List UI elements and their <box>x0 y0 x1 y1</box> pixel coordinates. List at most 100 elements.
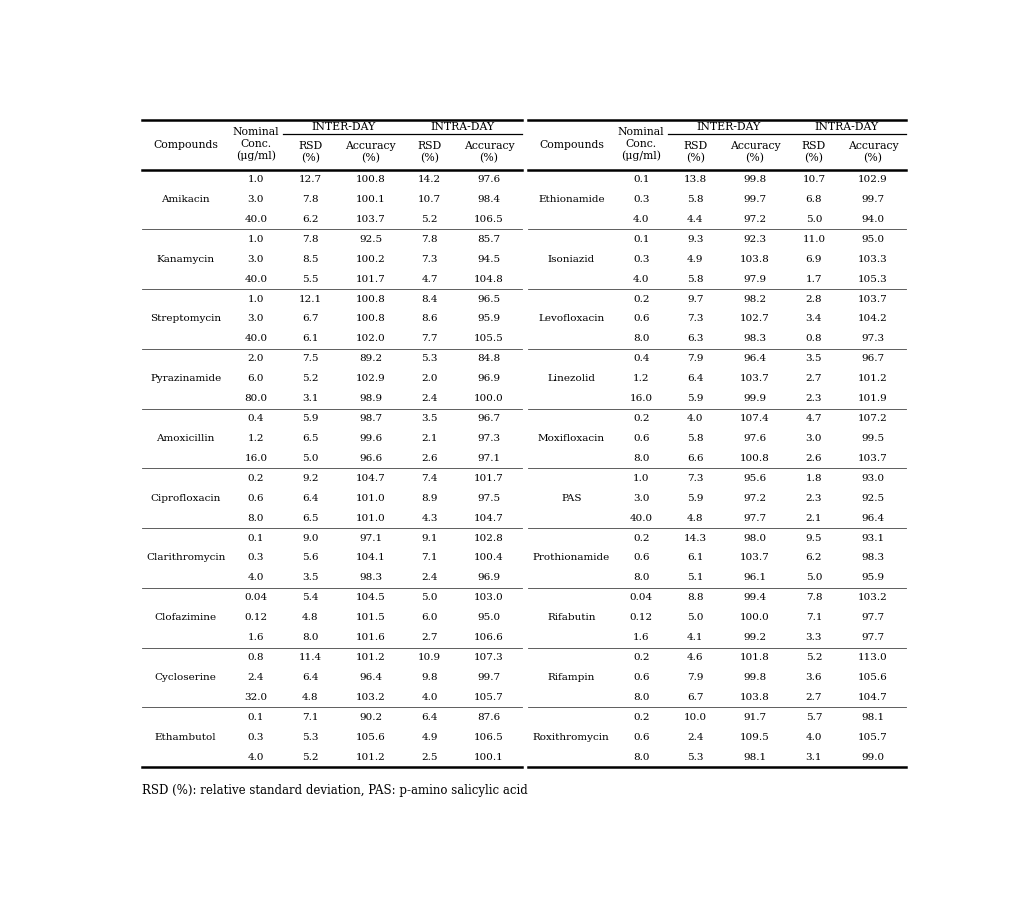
Text: 8.0: 8.0 <box>633 753 650 762</box>
Text: 4.0: 4.0 <box>633 275 650 284</box>
Text: 7.3: 7.3 <box>421 255 438 264</box>
Text: 32.0: 32.0 <box>245 693 267 702</box>
Text: 104.5: 104.5 <box>356 593 386 602</box>
Text: 10.0: 10.0 <box>684 713 706 722</box>
Text: 90.2: 90.2 <box>359 713 382 722</box>
Text: 6.7: 6.7 <box>687 693 703 702</box>
Text: 6.4: 6.4 <box>302 494 319 503</box>
Text: 4.0: 4.0 <box>687 414 703 423</box>
Text: 16.0: 16.0 <box>245 454 267 463</box>
Text: 102.9: 102.9 <box>356 374 386 383</box>
Text: 95.0: 95.0 <box>477 613 501 622</box>
Text: PAS: PAS <box>561 494 582 503</box>
Text: 6.0: 6.0 <box>248 374 264 383</box>
Text: Amikacin: Amikacin <box>161 195 210 204</box>
Text: 94.0: 94.0 <box>861 215 884 224</box>
Text: 0.3: 0.3 <box>248 554 264 563</box>
Text: 98.3: 98.3 <box>861 554 884 563</box>
Text: 6.6: 6.6 <box>687 454 703 463</box>
Text: 2.1: 2.1 <box>421 434 438 443</box>
Text: 6.1: 6.1 <box>302 334 319 343</box>
Text: 3.0: 3.0 <box>248 314 264 323</box>
Text: 85.7: 85.7 <box>477 235 501 244</box>
Text: 2.3: 2.3 <box>806 494 822 503</box>
Text: 97.7: 97.7 <box>861 613 884 622</box>
Text: 6.5: 6.5 <box>302 434 319 443</box>
Text: 97.2: 97.2 <box>743 494 767 503</box>
Text: 0.12: 0.12 <box>630 613 653 622</box>
Text: 8.9: 8.9 <box>421 494 438 503</box>
Text: 104.8: 104.8 <box>474 275 504 284</box>
Text: 93.0: 93.0 <box>861 474 884 483</box>
Text: 103.7: 103.7 <box>740 554 770 563</box>
Text: 6.8: 6.8 <box>806 195 822 204</box>
Text: 7.4: 7.4 <box>421 474 438 483</box>
Text: 101.2: 101.2 <box>356 653 386 662</box>
Text: 9.2: 9.2 <box>302 474 319 483</box>
Text: Nominal
Conc.
(μg/ml): Nominal Conc. (μg/ml) <box>232 127 280 161</box>
Text: 97.1: 97.1 <box>477 454 501 463</box>
Text: 5.0: 5.0 <box>421 593 438 602</box>
Text: 11.0: 11.0 <box>803 235 825 244</box>
Text: 99.5: 99.5 <box>861 434 884 443</box>
Text: 102.0: 102.0 <box>356 334 386 343</box>
Text: 10.7: 10.7 <box>803 175 825 184</box>
Text: 13.8: 13.8 <box>684 175 706 184</box>
Text: 97.9: 97.9 <box>743 275 767 284</box>
Text: 5.0: 5.0 <box>806 215 822 224</box>
Text: 9.3: 9.3 <box>687 235 703 244</box>
Text: 4.9: 4.9 <box>421 733 438 742</box>
Text: 95.0: 95.0 <box>861 235 884 244</box>
Text: 8.0: 8.0 <box>633 573 650 583</box>
Text: 5.5: 5.5 <box>302 275 319 284</box>
Text: 103.0: 103.0 <box>474 593 504 602</box>
Text: 2.7: 2.7 <box>806 374 822 383</box>
Text: 102.7: 102.7 <box>740 314 770 323</box>
Text: 0.2: 0.2 <box>248 474 264 483</box>
Text: RSD
(%): RSD (%) <box>417 140 442 163</box>
Text: 99.7: 99.7 <box>743 195 767 204</box>
Text: 101.5: 101.5 <box>356 613 386 622</box>
Text: 7.8: 7.8 <box>302 195 319 204</box>
Text: 97.5: 97.5 <box>477 494 501 503</box>
Text: 12.1: 12.1 <box>299 294 322 304</box>
Text: 7.7: 7.7 <box>421 334 438 343</box>
Text: 100.1: 100.1 <box>474 753 504 762</box>
Text: 4.8: 4.8 <box>302 693 319 702</box>
Text: 7.9: 7.9 <box>687 354 703 363</box>
Text: 99.9: 99.9 <box>743 394 767 403</box>
Text: 99.2: 99.2 <box>743 633 767 642</box>
Text: 3.6: 3.6 <box>806 673 822 682</box>
Text: 97.7: 97.7 <box>743 514 767 523</box>
Text: 9.7: 9.7 <box>687 294 703 304</box>
Text: 7.5: 7.5 <box>302 354 319 363</box>
Text: 6.5: 6.5 <box>302 514 319 523</box>
Text: 2.7: 2.7 <box>421 633 438 642</box>
Text: 40.0: 40.0 <box>630 514 653 523</box>
Text: 5.9: 5.9 <box>302 414 319 423</box>
Text: 7.3: 7.3 <box>687 474 703 483</box>
Text: INTRA-DAY: INTRA-DAY <box>431 122 495 132</box>
Text: Compounds: Compounds <box>153 140 218 149</box>
Text: 2.4: 2.4 <box>421 573 438 583</box>
Text: 1.0: 1.0 <box>248 235 264 244</box>
Text: 103.3: 103.3 <box>858 255 888 264</box>
Text: 7.1: 7.1 <box>421 554 438 563</box>
Text: 0.2: 0.2 <box>633 534 650 543</box>
Text: 103.2: 103.2 <box>356 693 386 702</box>
Text: 96.9: 96.9 <box>477 573 501 583</box>
Text: 3.1: 3.1 <box>302 394 319 403</box>
Text: Moxifloxacin: Moxifloxacin <box>538 434 604 443</box>
Text: 0.2: 0.2 <box>633 414 650 423</box>
Text: Linezolid: Linezolid <box>547 374 595 383</box>
Text: 8.8: 8.8 <box>687 593 703 602</box>
Text: 102.9: 102.9 <box>858 175 888 184</box>
Text: 7.8: 7.8 <box>421 235 438 244</box>
Text: 101.2: 101.2 <box>356 753 386 762</box>
Text: 8.0: 8.0 <box>248 514 264 523</box>
Text: 100.0: 100.0 <box>474 394 504 403</box>
Text: 99.8: 99.8 <box>743 175 767 184</box>
Text: 9.5: 9.5 <box>806 534 822 543</box>
Text: 100.8: 100.8 <box>356 294 386 304</box>
Text: 6.1: 6.1 <box>687 554 703 563</box>
